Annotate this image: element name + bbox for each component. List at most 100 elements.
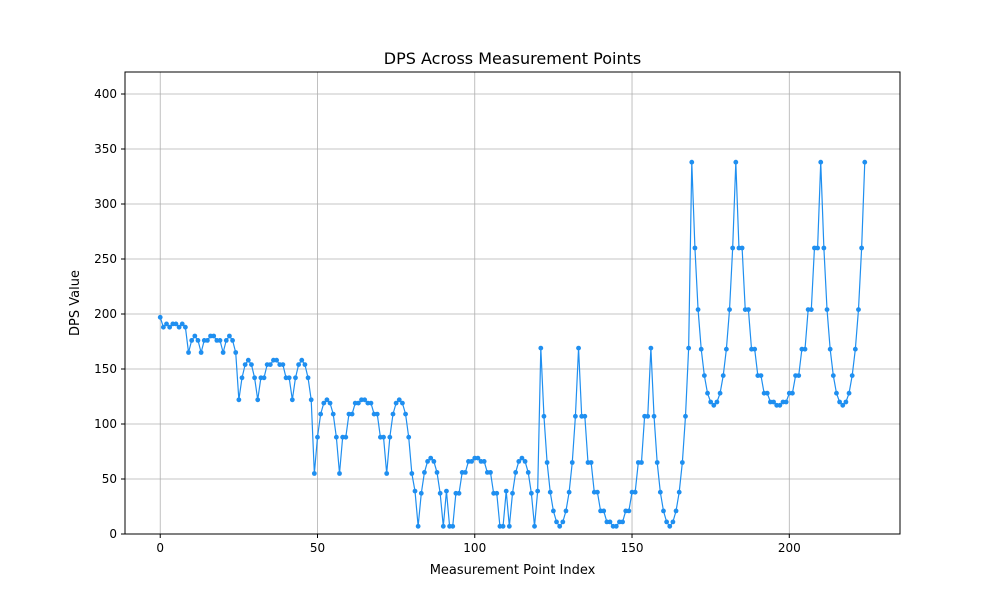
data-point	[708, 399, 714, 405]
data-point	[321, 400, 327, 406]
data-point	[626, 508, 632, 514]
data-point	[305, 375, 311, 381]
data-point	[771, 399, 776, 405]
data-point	[393, 400, 399, 406]
data-point	[808, 307, 814, 312]
data-point	[840, 402, 846, 408]
y-tick-label: 350	[94, 142, 117, 156]
y-tick-label: 400	[94, 87, 117, 101]
data-point	[758, 373, 764, 378]
data-point	[645, 413, 651, 419]
data-point	[220, 350, 226, 355]
y-tick-label: 150	[94, 362, 117, 376]
data-point	[746, 307, 751, 312]
data-point	[856, 307, 861, 312]
y-tick-label: 0	[109, 527, 117, 541]
data-point	[475, 455, 481, 461]
data-point	[444, 488, 449, 494]
chart-title: DPS Across Measurement Points	[384, 49, 641, 68]
data-point	[667, 523, 673, 529]
data-point	[249, 362, 254, 367]
data-point	[837, 399, 843, 405]
data-point	[849, 373, 855, 378]
data-point	[230, 338, 235, 343]
data-point	[255, 397, 261, 403]
data-point	[733, 159, 739, 165]
data-point	[384, 471, 390, 476]
data-point	[563, 508, 569, 514]
data-point	[318, 411, 324, 417]
data-point	[547, 489, 553, 495]
data-point	[796, 373, 802, 378]
data-point	[654, 460, 660, 465]
data-point	[613, 523, 619, 529]
data-point	[673, 508, 679, 514]
data-point	[422, 470, 427, 475]
data-point	[173, 321, 179, 327]
data-point	[227, 333, 232, 339]
data-point	[648, 345, 654, 351]
data-point	[601, 508, 607, 514]
data-point	[494, 490, 500, 496]
data-point	[211, 333, 217, 339]
data-point	[192, 333, 198, 339]
data-point	[205, 338, 210, 343]
data-point	[160, 324, 166, 330]
data-point	[573, 413, 578, 419]
data-point	[368, 400, 374, 406]
data-point	[519, 455, 525, 461]
data-point	[299, 357, 305, 363]
x-tick-label: 200	[778, 541, 801, 555]
data-point	[418, 490, 424, 496]
data-point	[296, 362, 302, 367]
data-point	[676, 489, 682, 495]
data-point	[261, 375, 267, 381]
data-point	[343, 434, 349, 440]
data-point	[595, 489, 600, 495]
data-point	[846, 390, 852, 396]
data-point	[717, 390, 723, 396]
data-point	[390, 411, 396, 417]
data-point	[535, 488, 541, 494]
data-point	[607, 519, 613, 525]
data-point	[569, 460, 575, 465]
data-point	[374, 411, 380, 417]
data-point	[186, 350, 191, 355]
data-point	[267, 362, 273, 367]
data-point	[859, 245, 865, 251]
y-tick-label: 250	[94, 252, 117, 266]
data-point	[554, 519, 559, 525]
data-point	[500, 523, 506, 529]
data-point	[337, 471, 342, 476]
plot-frame	[124, 71, 901, 535]
data-point	[830, 373, 836, 378]
data-point	[286, 375, 292, 381]
data-point	[818, 159, 824, 165]
data-point	[827, 346, 833, 352]
data-point	[157, 314, 163, 320]
data-point	[412, 488, 418, 494]
data-point	[233, 350, 239, 355]
y-tick-label: 50	[102, 472, 117, 486]
data-point	[651, 413, 657, 419]
data-point	[639, 460, 644, 465]
data-point	[274, 357, 279, 363]
y-tick-label: 100	[94, 417, 117, 431]
data-point	[821, 245, 827, 251]
data-point	[862, 159, 868, 165]
data-point	[550, 508, 556, 514]
data-point	[541, 413, 547, 419]
data-point	[588, 460, 594, 465]
data-point	[790, 390, 795, 396]
data-point	[330, 411, 336, 417]
data-point	[739, 245, 745, 251]
data-point	[802, 346, 808, 352]
data-point	[179, 321, 185, 327]
data-point	[198, 350, 204, 355]
data-point	[689, 159, 695, 165]
data-point	[576, 345, 581, 351]
data-point	[557, 523, 563, 529]
data-point	[415, 523, 421, 529]
data-point	[381, 434, 386, 440]
